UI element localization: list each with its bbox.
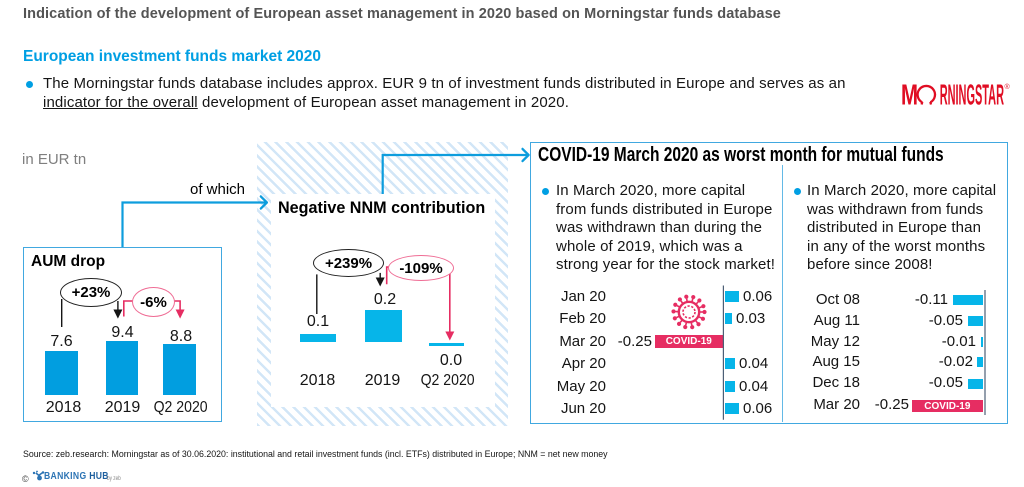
svg-text:®: ®	[1005, 83, 1011, 91]
svg-text:RNINGSTAR: RNINGSTAR	[940, 80, 1004, 108]
svg-text:M: M	[901, 80, 918, 108]
